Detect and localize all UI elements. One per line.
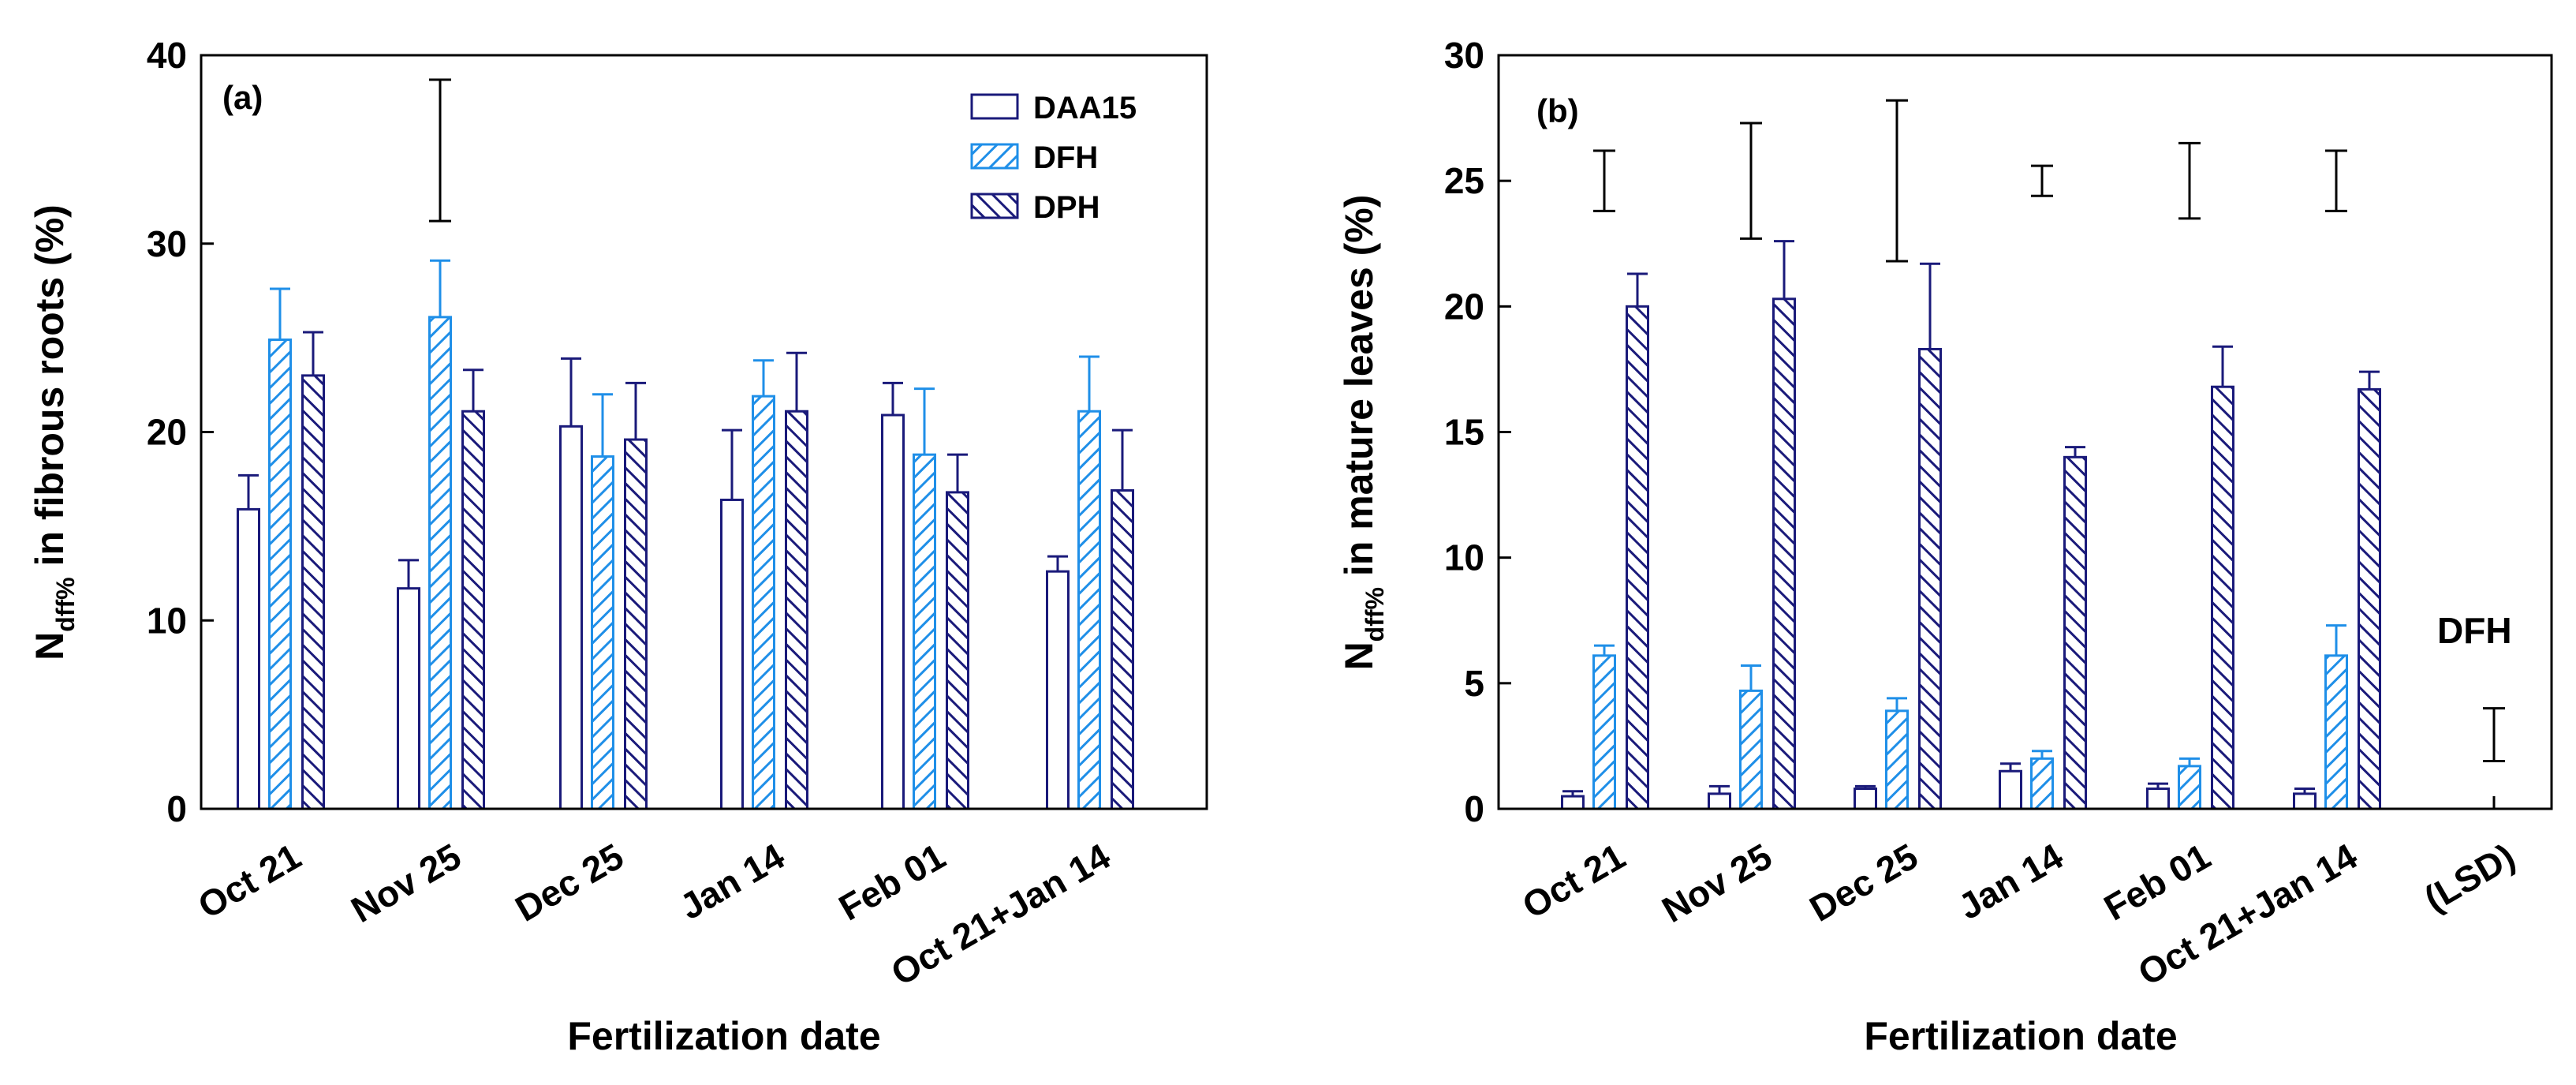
legend-swatch-dph (970, 193, 1019, 219)
panel-b-bar-dfh-nov-25 (1739, 689, 1763, 810)
legend-swatch-dfh (970, 143, 1019, 170)
panel-a-y-tick-label: 30 (147, 223, 187, 264)
panel-b-bar-dph-oct-21-jan-14 (2358, 387, 2381, 810)
panel-b-y-axis-title: Ndff% in mature leaves (%) (1337, 195, 1389, 671)
panel-b-y-tick-label: 15 (1444, 412, 1484, 453)
panel-b-y-tick-label: 25 (1444, 160, 1484, 201)
panel-b-bar-dfh-jan-14 (2030, 757, 2054, 810)
panel-a-bar-daa15-jan-14 (720, 498, 744, 810)
panel-b-x-tick-label: Oct 21 (1515, 836, 1632, 926)
panel-a-label: (a) (222, 79, 263, 116)
panel-a-x-tick-label: Nov 25 (344, 836, 468, 930)
panel-a-bar-daa15-nov-25 (397, 587, 420, 810)
panel-b: 0 5 10 15 20 25 30 Oct 21 Nov 25 Dec 25 Jan 14 Feb … (1337, 35, 2553, 1058)
legend-label-dph: DPH (1033, 190, 1099, 225)
panel-a-y-tick-label: 0 (166, 788, 187, 829)
panel-b-bar-dph-oct-21 (1626, 305, 1649, 810)
panel-b-y-tick-label: 20 (1444, 286, 1484, 327)
legend: DAA15 DFH DPH (970, 91, 1137, 225)
panel-b-bar-dph-nov-25 (1772, 297, 1796, 810)
panel-a-bar-dfh-dec-25 (591, 455, 614, 810)
panel-a-bar-dph-jan-14 (785, 410, 808, 810)
panel-a-bar-dfh-jan-14 (752, 395, 775, 810)
panel-a-bar-dfh-oct-21 (268, 339, 292, 810)
panel-b-x-tick-label: Feb 01 (2097, 836, 2217, 929)
panel-a-y-tick-label: 10 (147, 600, 187, 641)
panel-a-bar-dph-dec-25 (624, 438, 648, 810)
panel-b-y-tick-label: 10 (1444, 537, 1484, 578)
panel-b-bar-daa15-oct-21 (1561, 795, 1585, 810)
panel-b-x-tick-label: (LSD) (2417, 836, 2522, 919)
panel-b-bar-dph-dec-25 (1918, 347, 1942, 810)
panel-a-bar-dph-feb-01 (946, 491, 969, 810)
panel-a-bar-dfh-nov-25 (428, 316, 452, 810)
legend-label-dfh: DFH (1033, 140, 1098, 175)
panel-a-bar-dfh-oct-21-jan-14 (1077, 410, 1101, 810)
panel-b-x-tick-label: Nov 25 (1655, 836, 1779, 930)
panel-a-bar-daa15-dec-25 (559, 425, 583, 810)
legend-swatch-daa15 (970, 93, 1019, 120)
panel-a-y-tick-label: 40 (147, 35, 187, 76)
panel-a-frame (200, 54, 1208, 810)
panel-b-bar-dph-feb-01 (2211, 385, 2234, 810)
panel-a-bar-dph-oct-21-jan-14 (1111, 489, 1134, 810)
panel-b-y-tick-label: 30 (1444, 35, 1484, 76)
panel-b-bar-dph-jan-14 (2063, 455, 2087, 810)
panel-b-y-tick-label: 5 (1464, 663, 1484, 704)
legend-label-daa15: DAA15 (1033, 91, 1137, 125)
panel-a-bar-daa15-feb-01 (881, 413, 905, 810)
panel-a-x-tick-label: Dec 25 (509, 836, 630, 930)
panel-b-bar-dfh-dec-25 (1885, 709, 1909, 810)
panel-b-bar-daa15-jan-14 (1999, 769, 2022, 810)
panel-a-bar-daa15-oct-21-jan-14 (1046, 570, 1070, 810)
panel-b-bar-dfh-feb-01 (2178, 765, 2201, 810)
panel-a-x-tick-label: Feb 01 (832, 836, 952, 929)
panel-b-bar-daa15-feb-01 (2146, 788, 2170, 810)
panel-a-x-axis-title: Fertilization date (567, 1014, 880, 1058)
panel-b-frame (1497, 54, 2553, 810)
panel-b-bar-daa15-oct-21-jan-14 (2293, 792, 2317, 810)
panel-b-dfh-annotation: DFH (2437, 610, 2512, 651)
panel-b-x-tick-label: Jan 14 (1951, 835, 2070, 927)
panel-b-x-tick-label: Dec 25 (1803, 836, 1925, 930)
panel-b-label: (b) (1536, 92, 1579, 129)
panel-a-bar-dph-oct-21 (301, 374, 325, 810)
panel-b-bar-dfh-oct-21-jan-14 (2324, 654, 2348, 810)
panel-b-x-axis-title: Fertilization date (1864, 1014, 2177, 1058)
panel-a-x-tick-label: Jan 14 (673, 835, 791, 927)
panel-b-bar-daa15-nov-25 (1708, 792, 1731, 810)
panel-a-y-axis-title: Ndff% in fibrous roots (%) (28, 204, 80, 660)
panel-a-bar-dph-nov-25 (461, 410, 485, 810)
panel-a-x-tick-label: Oct 21 (191, 836, 308, 926)
panel-a-y-tick-label: 20 (147, 412, 187, 453)
panel-b-bar-daa15-dec-25 (1854, 788, 1877, 810)
panel-a-bar-dfh-feb-01 (913, 453, 936, 810)
panel-b-y-tick-label: 0 (1464, 788, 1484, 829)
panel-a-bar-daa15-oct-21 (237, 507, 260, 810)
panel-b-bar-dfh-oct-21 (1592, 654, 1616, 810)
